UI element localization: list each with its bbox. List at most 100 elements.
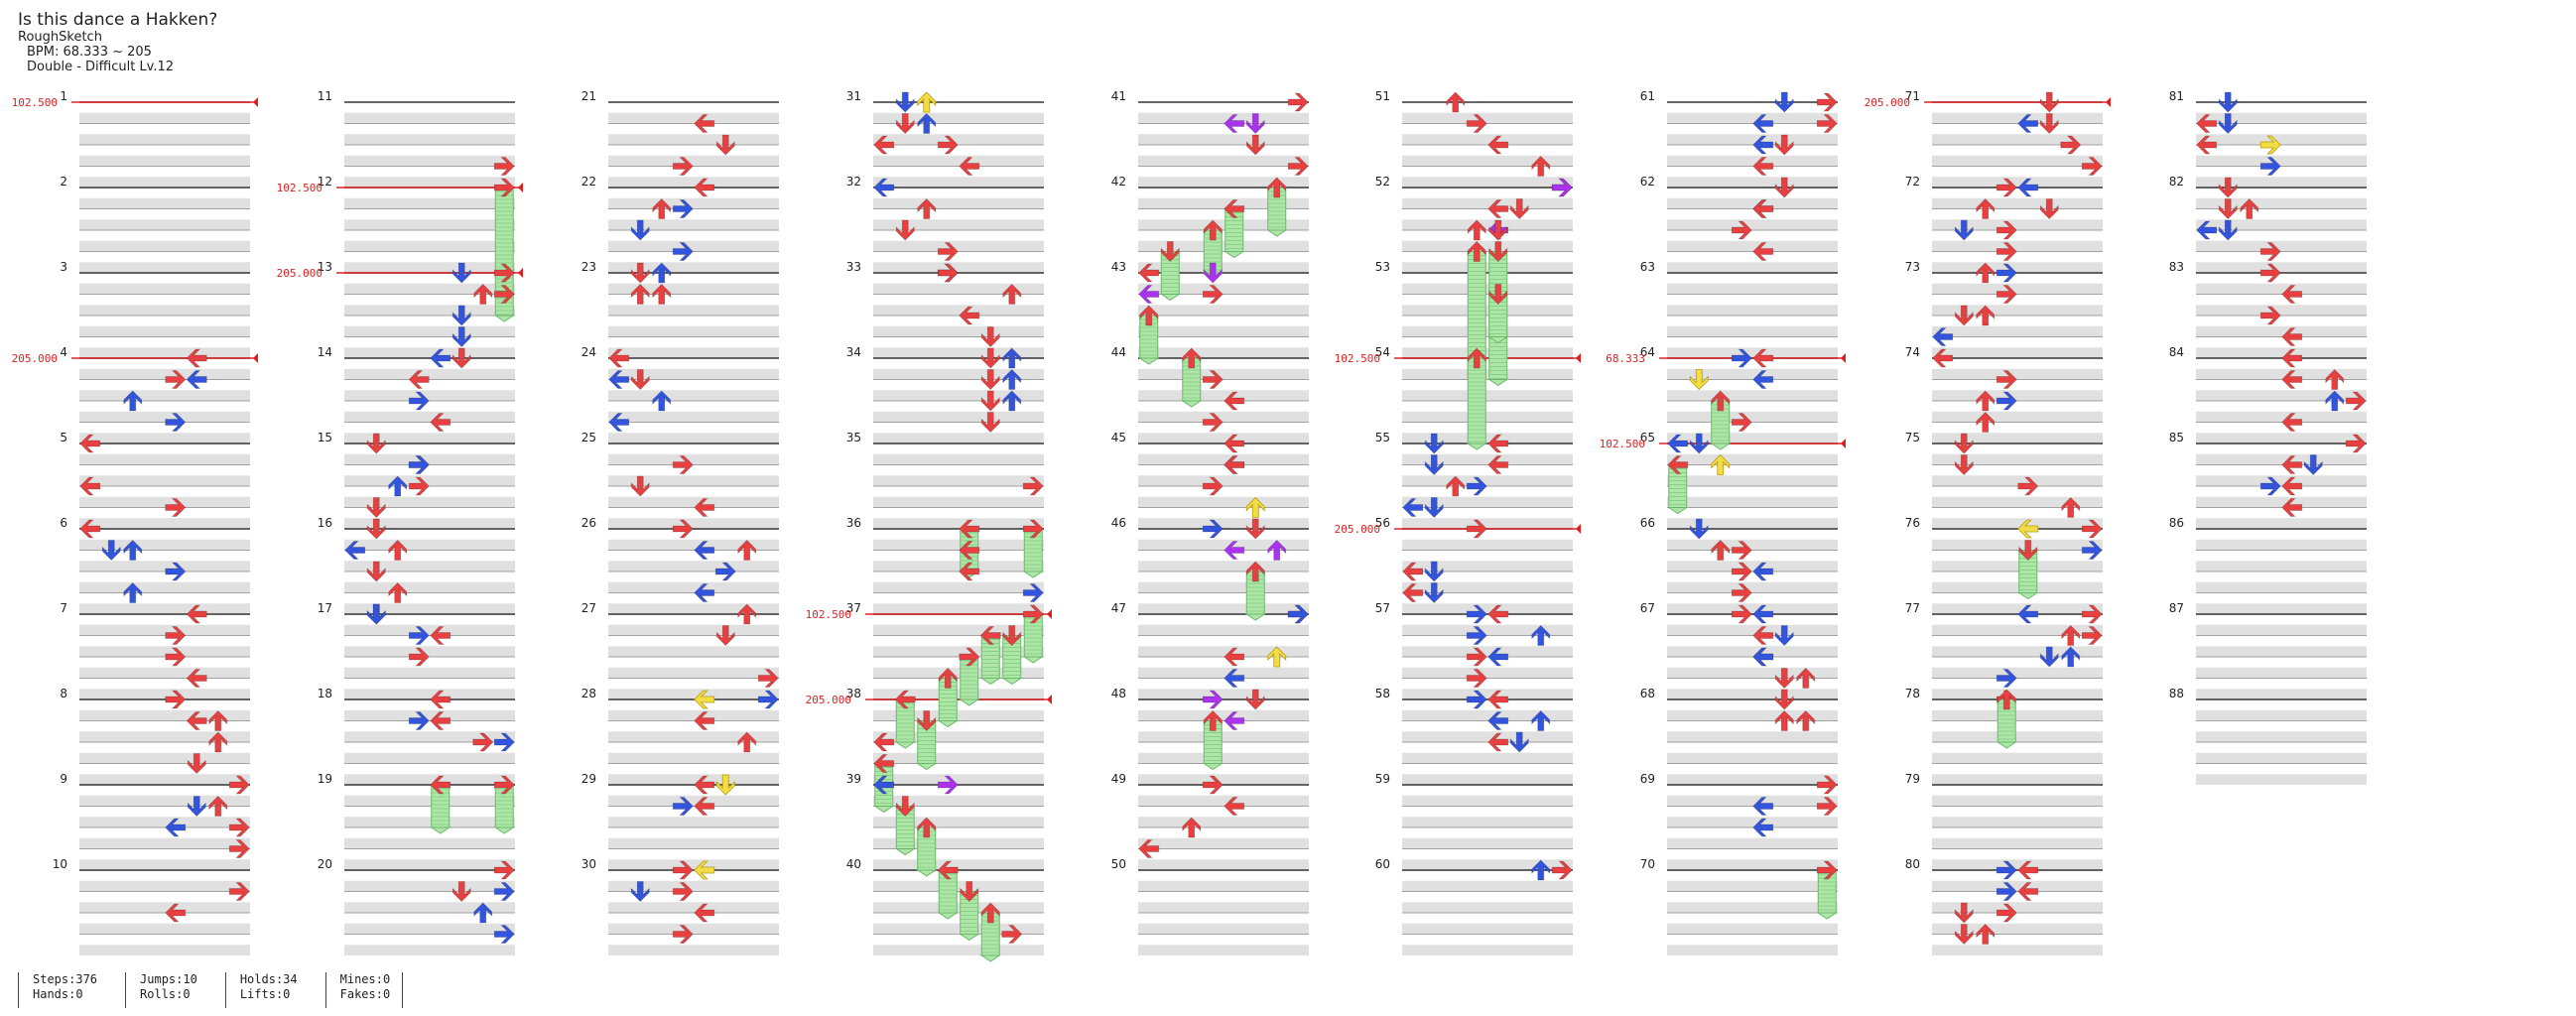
arrow-down-icon (1002, 625, 1022, 647)
arrow-left-icon (186, 711, 207, 730)
beat-stripe (873, 177, 1044, 188)
measure-number: 55 (1375, 431, 1390, 444)
measure-number: 78 (1905, 687, 1920, 700)
measure-grid: 1234567891011121314151617181920212223242… (53, 89, 2367, 955)
arrow-left-icon (2281, 327, 2303, 346)
arrow-up-icon (1774, 709, 1794, 731)
beat-stripe (2196, 240, 2367, 252)
beat-stripe (608, 945, 779, 955)
arrow-left-icon (1752, 626, 1774, 645)
arrow-left-icon (186, 669, 207, 688)
beat-stripe (873, 112, 1044, 124)
beat-stripe (608, 902, 779, 913)
measure-number: 7 (60, 601, 67, 615)
arrow-left-icon (1752, 797, 1774, 816)
beat-stripe (1932, 624, 2103, 636)
hold-tail (1181, 400, 1203, 408)
arrow-down-icon (630, 219, 650, 241)
arrow-up-icon (1976, 390, 1996, 412)
arrow-left-icon (1487, 604, 1509, 624)
measure-number: 3 (60, 260, 67, 274)
beat-stripe (79, 390, 250, 401)
beat-stripe (1138, 581, 1309, 593)
beat-stripe (79, 240, 250, 252)
arrow-down-icon (960, 881, 979, 903)
beat-stripe (79, 325, 250, 337)
arrow-up-icon (388, 581, 408, 603)
measure-number: 42 (1111, 175, 1126, 189)
beat-stripe (608, 453, 779, 465)
beat-stripe (2196, 689, 2367, 699)
beat-stripe (1932, 859, 2103, 870)
arrow-left-icon (959, 541, 980, 560)
beat-stripe (608, 283, 779, 295)
beat-stripe (1138, 262, 1309, 273)
beat-stripe (1138, 646, 1309, 657)
measure-number: 72 (1905, 175, 1920, 189)
measure-number: 84 (2169, 345, 2184, 359)
bpm-change-tick (1576, 353, 1581, 363)
beat-stripe (1932, 667, 2103, 679)
beat-stripe (1138, 945, 1309, 955)
beat-stripe (344, 177, 515, 188)
hold-tail (1224, 251, 1245, 259)
beat-stripe (608, 561, 779, 572)
arrow-up-icon (917, 197, 937, 219)
beat-stripe (1932, 817, 2103, 827)
arrow-right-icon (472, 732, 494, 752)
arrow-down-icon (715, 134, 735, 156)
arrow-left-icon (979, 626, 1001, 645)
beat-stripe (344, 581, 515, 593)
arrow-left-icon (2017, 178, 2039, 197)
beat-stripe (1138, 859, 1309, 870)
arrow-up-icon (388, 475, 408, 497)
beat-stripe (1402, 390, 1573, 401)
beat-stripe (1667, 433, 1838, 444)
arrow-down-icon (1689, 518, 1709, 540)
beat-stripe (79, 561, 250, 572)
arrow-up-icon (208, 795, 228, 817)
arrow-left-icon (873, 732, 895, 752)
arrow-left-icon (694, 541, 715, 560)
beat-stripe (873, 581, 1044, 593)
beat-stripe (1138, 155, 1309, 167)
beat-stripe (1932, 795, 2103, 807)
beat-stripe (873, 219, 1044, 230)
beat-stripe (608, 581, 779, 593)
arrow-down-icon (980, 390, 1000, 412)
beat-stripe (873, 902, 1044, 913)
hold-tail (1816, 912, 1838, 920)
arrow-down-icon (980, 347, 1000, 369)
beat-stripe (608, 795, 779, 807)
beat-stripe (1932, 581, 2103, 593)
measure-number: 32 (846, 175, 861, 189)
arrow-down-icon (1954, 902, 1974, 924)
beat-stripe (79, 689, 250, 699)
measure-number: 61 (1640, 89, 1655, 103)
arrow-up-icon (1002, 347, 1022, 369)
arrow-up-icon (473, 283, 493, 305)
arrow-left-icon (1752, 604, 1774, 624)
beat-stripe (1932, 240, 2103, 252)
arrow-right-icon (1466, 647, 1487, 667)
arrow-left-icon (694, 498, 715, 517)
hold-tail (959, 698, 980, 706)
beat-stripe (1932, 561, 2103, 572)
arrow-left-icon (1932, 348, 1954, 368)
hold-tail (493, 826, 515, 834)
arrow-left-icon (2017, 882, 2039, 901)
beat-stripe (1932, 368, 2103, 380)
arrow-left-icon (608, 348, 630, 368)
arrow-down-icon (1424, 433, 1444, 454)
arrow-left-icon (1487, 690, 1509, 709)
arrow-right-icon (1551, 178, 1573, 197)
beat-stripe (2196, 197, 2367, 209)
beat-stripe (344, 262, 515, 273)
arrow-right-icon (1466, 519, 1487, 539)
arrow-left-icon (1224, 711, 1245, 730)
beat-stripe (608, 305, 779, 316)
stat-mines: Mines:0 (339, 972, 391, 986)
arrow-right-icon (1466, 669, 1487, 688)
song-title: Is this dance a Hakken? (18, 10, 218, 30)
arrow-down-icon (1774, 668, 1794, 690)
